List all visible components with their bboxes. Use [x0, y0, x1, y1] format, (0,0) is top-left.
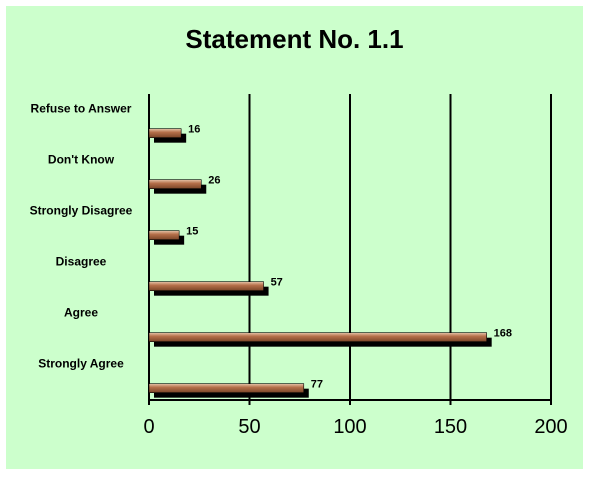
data-label: 77 — [311, 379, 323, 391]
bar — [148, 383, 305, 393]
x-tick-label: 100 — [333, 416, 366, 438]
category-label: Disagree — [56, 254, 107, 268]
chart-frame: Statement No. 1.1 0 50 100 150 200 Refuse to … — [6, 6, 583, 469]
data-label: 16 — [188, 124, 200, 136]
x-tick-label: 150 — [434, 416, 467, 438]
category-label: Strongly Disagree — [30, 203, 133, 217]
category-label: Don't Know — [48, 152, 115, 166]
bar-shadow — [154, 286, 269, 296]
data-label: 168 — [494, 328, 512, 340]
bar — [148, 281, 264, 291]
data-label: 57 — [271, 277, 283, 289]
x-tick-label: 50 — [238, 416, 260, 438]
bar — [148, 230, 180, 240]
bar-shadow — [154, 235, 185, 245]
plot-area: 0 50 100 150 200 Refuse to Answer 16 Don't Know… — [30, 94, 568, 438]
bar — [148, 179, 202, 189]
category-label: Agree — [64, 305, 98, 319]
bar-shadow — [154, 133, 187, 143]
chart-title: Statement No. 1.1 — [185, 24, 404, 54]
x-tick-label: 200 — [534, 416, 567, 438]
bar-shadow — [154, 184, 207, 194]
category-label: Strongly Agree — [38, 356, 124, 370]
bar-shadow — [154, 388, 309, 398]
category-label: Refuse to Answer — [31, 101, 132, 115]
data-label: 15 — [186, 226, 198, 238]
bar — [148, 332, 487, 342]
data-label: 26 — [208, 175, 220, 187]
x-tick-label: 0 — [143, 416, 154, 438]
bar — [148, 128, 182, 138]
bar-shadow — [154, 337, 492, 347]
